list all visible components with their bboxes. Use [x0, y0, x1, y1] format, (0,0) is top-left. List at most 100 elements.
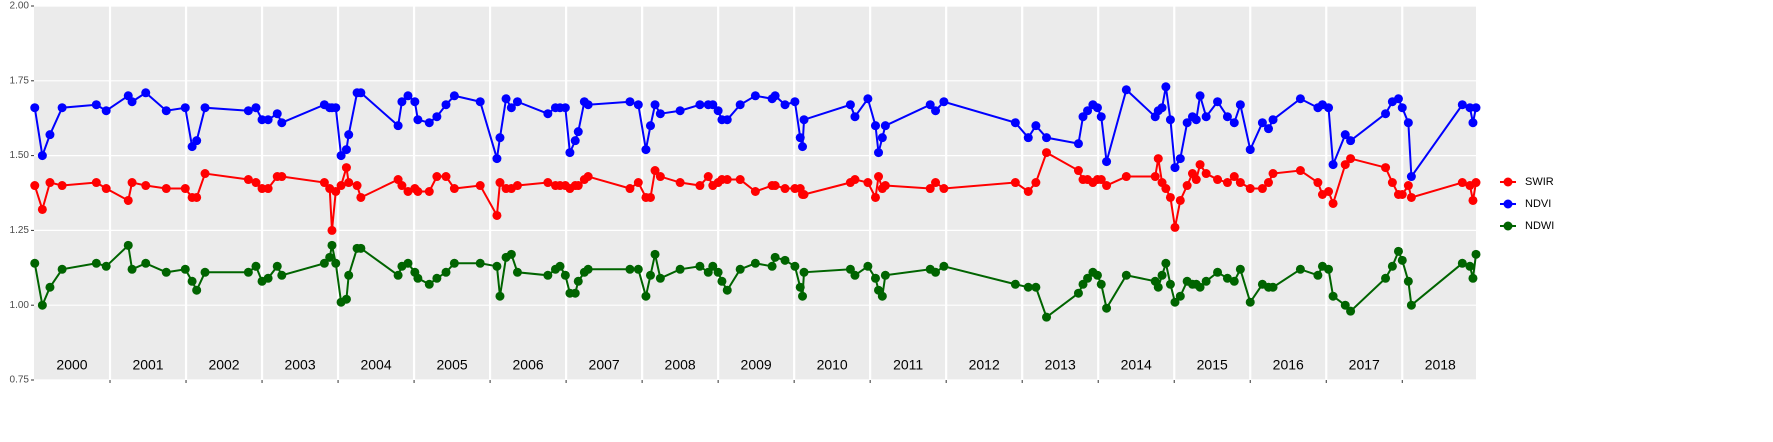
year-label: 2014: [1121, 357, 1152, 373]
point: [1096, 112, 1106, 122]
point: [344, 270, 354, 280]
point: [1346, 154, 1356, 164]
year-label: 2006: [513, 357, 544, 373]
point: [1150, 172, 1160, 182]
point: [1195, 282, 1205, 292]
point: [1165, 115, 1175, 125]
point: [1245, 145, 1255, 155]
point: [1397, 103, 1407, 113]
point: [655, 109, 665, 119]
point: [1083, 106, 1093, 116]
point: [713, 106, 723, 116]
point: [161, 106, 171, 116]
point: [1471, 103, 1481, 113]
y-tick-label: 1.75: [10, 75, 30, 86]
point: [495, 133, 505, 143]
point: [432, 273, 442, 283]
point: [251, 103, 261, 113]
point: [1073, 139, 1083, 149]
point: [413, 115, 423, 125]
point: [655, 273, 665, 283]
point: [1406, 172, 1416, 182]
point: [939, 261, 949, 271]
point: [251, 261, 261, 271]
point: [1182, 181, 1192, 191]
point: [1031, 178, 1041, 188]
point: [192, 136, 202, 146]
point: [319, 258, 329, 268]
point: [573, 276, 583, 286]
year-label: 2013: [1045, 357, 1076, 373]
point: [1213, 97, 1223, 107]
point: [1257, 118, 1267, 128]
point: [880, 121, 890, 131]
point: [356, 243, 366, 253]
point: [770, 91, 780, 101]
point: [735, 100, 745, 110]
point: [410, 97, 420, 107]
point: [127, 178, 137, 188]
point: [1175, 195, 1185, 205]
point: [1263, 178, 1273, 188]
point: [1010, 178, 1020, 188]
point: [243, 175, 253, 185]
point: [161, 184, 171, 194]
point: [30, 181, 40, 191]
point: [1031, 282, 1041, 292]
point: [1406, 300, 1416, 310]
point: [1023, 133, 1033, 143]
point: [344, 178, 354, 188]
point: [403, 258, 413, 268]
point: [722, 285, 732, 295]
point: [352, 181, 362, 191]
point: [675, 178, 685, 188]
point: [187, 276, 197, 286]
point: [424, 187, 434, 197]
point: [708, 261, 718, 271]
point: [1222, 112, 1232, 122]
point: [931, 178, 941, 188]
year-label: 2011: [893, 357, 923, 373]
point: [441, 100, 451, 110]
point: [1201, 112, 1211, 122]
point: [1468, 195, 1478, 205]
point: [327, 240, 337, 250]
point: [512, 267, 522, 277]
point: [1263, 124, 1273, 134]
point: [645, 270, 655, 280]
point: [650, 100, 660, 110]
point: [1328, 291, 1338, 301]
point: [1170, 222, 1180, 232]
point: [750, 258, 760, 268]
point: [506, 249, 516, 259]
point: [625, 264, 635, 274]
point: [543, 178, 553, 188]
point: [475, 181, 485, 191]
point: [1457, 258, 1467, 268]
point: [325, 252, 335, 262]
point: [795, 133, 805, 143]
point: [272, 261, 282, 271]
point: [925, 184, 935, 194]
point: [57, 103, 67, 113]
point: [1201, 169, 1211, 179]
y-tick-label: 1.50: [10, 150, 30, 161]
legend-key: [1503, 177, 1513, 187]
point: [127, 264, 137, 274]
point: [123, 240, 133, 250]
point: [277, 118, 287, 128]
point: [1346, 136, 1356, 146]
point: [703, 172, 713, 182]
point: [1170, 163, 1180, 173]
legend-label: NDVI: [1525, 198, 1551, 210]
point: [735, 175, 745, 185]
point: [30, 258, 40, 268]
point: [1295, 264, 1305, 274]
point: [874, 148, 884, 158]
point: [560, 270, 570, 280]
point: [413, 187, 423, 197]
point: [180, 264, 190, 274]
point: [1023, 282, 1033, 292]
point: [799, 267, 809, 277]
point: [850, 112, 860, 122]
